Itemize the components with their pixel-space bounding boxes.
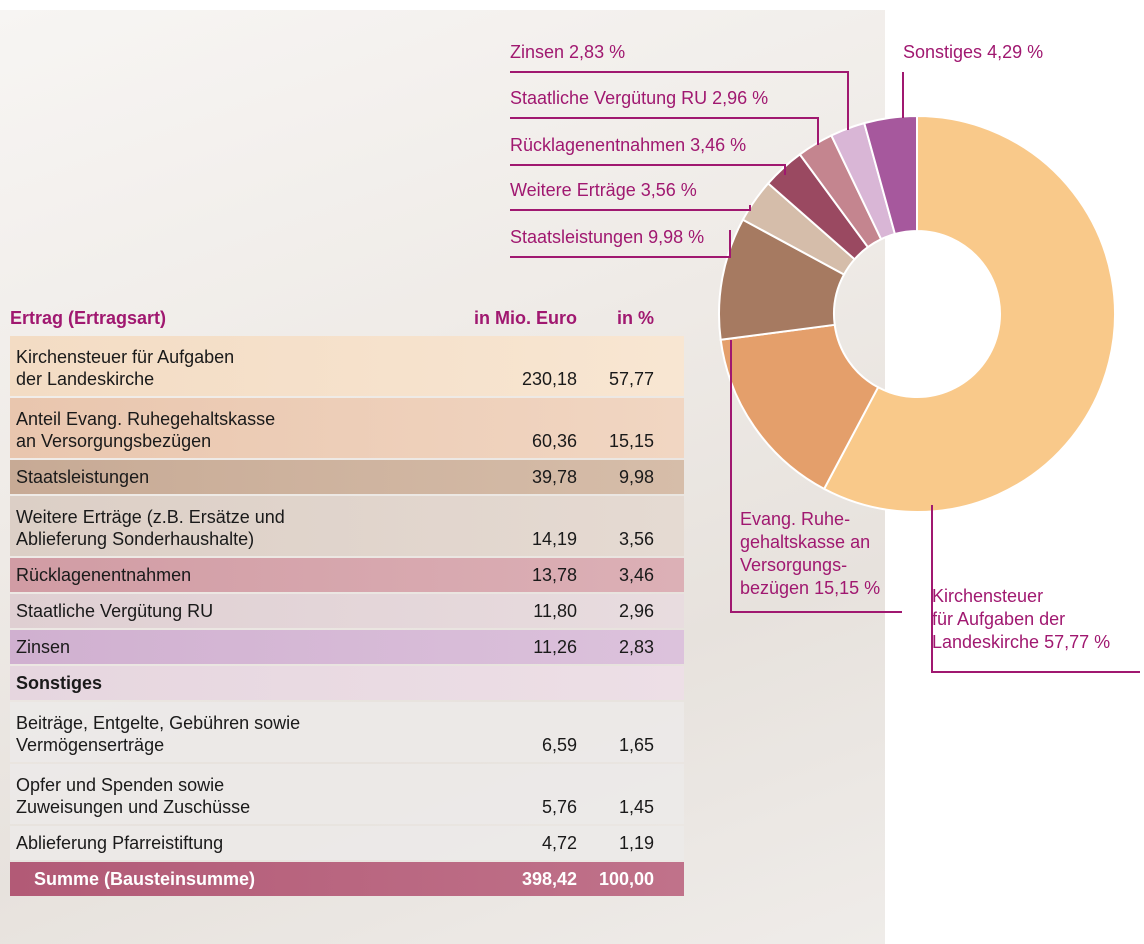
table-row: Kirchensteuer für Aufgaben der Landeskir… [10, 336, 684, 396]
leader-line [931, 505, 1140, 673]
table-cell: 6,59 [541, 735, 577, 755]
table-row: Staatsleistungen 39,78 9,98 [10, 460, 684, 494]
table-cell: Staatsleistungen [16, 467, 150, 487]
header-cell: Ertrag (Ertragsart) [10, 307, 167, 328]
label-category: Kirchensteuer für Aufgaben der Landeskir… [932, 586, 1066, 652]
table-cell: Sonstiges [16, 673, 103, 693]
table-cell: 230,18 [521, 369, 577, 389]
label-value: 3,46 % [690, 135, 747, 155]
table-cell: 3,56 [618, 529, 654, 549]
label-category: Staatsleistungen [510, 227, 644, 247]
table-cell: 2,83 [618, 637, 654, 657]
table-cell: Rücklagenentnahmen [16, 565, 192, 585]
table-cell: Staatliche Vergütung RU [16, 601, 214, 621]
table-row: Sonstiges [10, 666, 684, 700]
table-cell: 1,19 [618, 833, 654, 853]
donut-slice [719, 323, 880, 491]
footer-cell: Summe (Bausteinsumme) [34, 868, 256, 889]
label-value: 15,15 % [814, 578, 881, 598]
label-value: 3,56 % [640, 180, 697, 200]
table-header: Ertrag (Ertragsart) in Mio. Euro in % [10, 300, 684, 336]
leader-line [730, 340, 902, 613]
leader-line [510, 205, 751, 211]
table-cell: 13,78 [531, 565, 577, 585]
table-cell: Ablieferung Pfarreistiftung [16, 833, 224, 853]
slice-label: Sonstiges 4,29 % [903, 41, 1043, 64]
slice-label: Staatsleistungen 9,98 % [510, 226, 704, 249]
label-value: 2,96 % [712, 88, 769, 108]
table-row: Anteil Evang. Ruhegehaltskasse an Versor… [10, 398, 684, 458]
table-cell: 5,76 [541, 797, 577, 817]
table-row: Staatliche Vergütung RU 11,80 2,96 [10, 594, 684, 628]
table-row: Beiträge, Entgelte, Gebühren sowie Vermö… [10, 702, 684, 762]
table-cell: Beiträge, Entgelte, Gebühren sowie Vermö… [16, 713, 301, 755]
label-category: Weitere Erträge [510, 180, 636, 200]
table-cell: Opfer und Spenden sowie Zuweisungen und … [16, 775, 251, 817]
table-cell: Anteil Evang. Ruhegehaltskasse an Versor… [16, 409, 276, 451]
table-body: Kirchensteuer für Aufgaben der Landeskir… [10, 336, 684, 860]
leader-line [510, 117, 819, 145]
table-cell: 11,80 [533, 601, 577, 621]
table: Ertrag (Ertragsart) in Mio. Euro in % Ki… [10, 300, 684, 896]
leader-line [510, 71, 849, 130]
table-cell: 60,36 [531, 431, 577, 451]
label-value: 57,77 % [1044, 632, 1111, 652]
slice-label: Evang. Ruhe- gehaltskasse an Versorgungs… [740, 508, 880, 600]
table-cell: 14,19 [531, 529, 577, 549]
label-value: 4,29 % [987, 42, 1044, 62]
table-row: Zinsen 11,26 2,83 [10, 630, 684, 664]
label-value: 2,83 % [569, 42, 626, 62]
footer-cell: 100,00 [598, 868, 654, 889]
table-cell: 11,26 [533, 637, 577, 657]
table-footer: Summe (Bausteinsumme) 398,42 100,00 [10, 862, 684, 896]
table-cell: 2,96 [618, 601, 654, 621]
donut-slice [863, 114, 918, 236]
table-cell: Weitere Erträge (z.B. Ersätze und Ablief… [16, 507, 285, 549]
donut-slice [822, 114, 1116, 513]
table-cell: 39,78 [531, 467, 577, 487]
table-cell: 4,72 [541, 833, 577, 853]
slice-label: Zinsen 2,83 % [510, 41, 625, 64]
table-cell: 15,15 [608, 431, 654, 451]
table-cell: 1,65 [618, 735, 654, 755]
table-row: Rücklagenentnahmen 13,78 3,46 [10, 558, 684, 592]
footer-cell: 398,42 [521, 868, 577, 889]
table-cell: 57,77 [608, 369, 654, 389]
slice-label: Kirchensteuer für Aufgaben der Landeskir… [932, 585, 1110, 654]
label-value: 9,98 % [648, 227, 705, 247]
table-row: Opfer und Spenden sowie Zuweisungen und … [10, 764, 684, 824]
table-row: Ablieferung Pfarreistiftung 4,72 1,19 [10, 826, 684, 860]
slice-label: Staatliche Vergütung RU 2,96 % [510, 87, 768, 110]
leader-line [510, 164, 786, 175]
leader-line [510, 230, 731, 258]
header-cell: in % [616, 307, 654, 328]
table-cell: 9,98 [618, 467, 654, 487]
label-category: Evang. Ruhe- gehaltskasse an Versorgungs… [740, 509, 871, 598]
header-cell: in Mio. Euro [474, 307, 577, 328]
label-category: Sonstiges [903, 42, 983, 62]
label-category: Zinsen [510, 42, 565, 62]
table-cell: 3,46 [618, 565, 654, 585]
table-row: Weitere Erträge (z.B. Ersätze und Ablief… [10, 496, 684, 556]
label-category: Staatliche Vergütung RU [510, 88, 708, 108]
slice-label: Rücklagenentnahmen 3,46 % [510, 134, 746, 157]
table-cell: Kirchensteuer für Aufgaben der Landeskir… [16, 347, 235, 389]
leader-lines [510, 71, 1140, 673]
slice-label: Weitere Erträge 3,56 % [510, 179, 697, 202]
table-cell: 1,45 [618, 797, 654, 817]
label-category: Rücklagenentnahmen [510, 135, 686, 155]
table-cell: Zinsen [16, 637, 71, 657]
